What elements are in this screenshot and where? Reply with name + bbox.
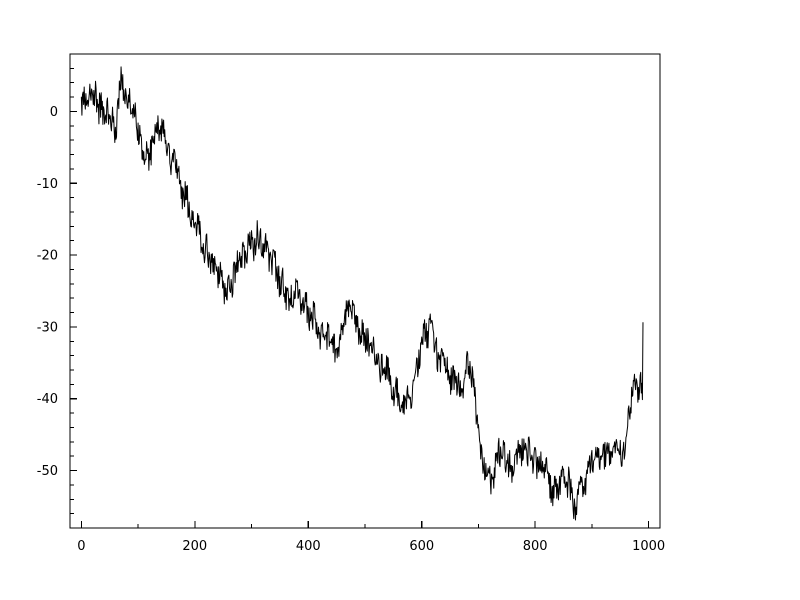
x-tick-label: 0 [77, 539, 85, 554]
x-tick-label: 200 [182, 539, 207, 554]
x-tick-label: 1000 [632, 539, 665, 554]
x-tick-label: 400 [296, 539, 321, 554]
y-tick-label: -40 [37, 392, 58, 407]
y-tick-label: -10 [37, 177, 58, 192]
minor-tick-marks [70, 67, 593, 528]
x-tick-label: 600 [409, 539, 434, 554]
x-tick-label: 800 [523, 539, 548, 554]
y-tick-label: -30 [37, 320, 58, 335]
y-axis-tick-labels: 0 -10 -20 -30 -40 -50 [37, 105, 58, 479]
series-random-walk-line [80, 66, 644, 521]
y-tick-label: 0 [50, 105, 58, 120]
plot-frame-box [69, 53, 661, 529]
x-axis-tick-labels: 0 200 400 600 800 1000 [77, 539, 665, 554]
y-tick-label: -20 [37, 249, 58, 264]
y-tick-label: -50 [37, 464, 58, 479]
major-tick-marks [70, 110, 650, 528]
